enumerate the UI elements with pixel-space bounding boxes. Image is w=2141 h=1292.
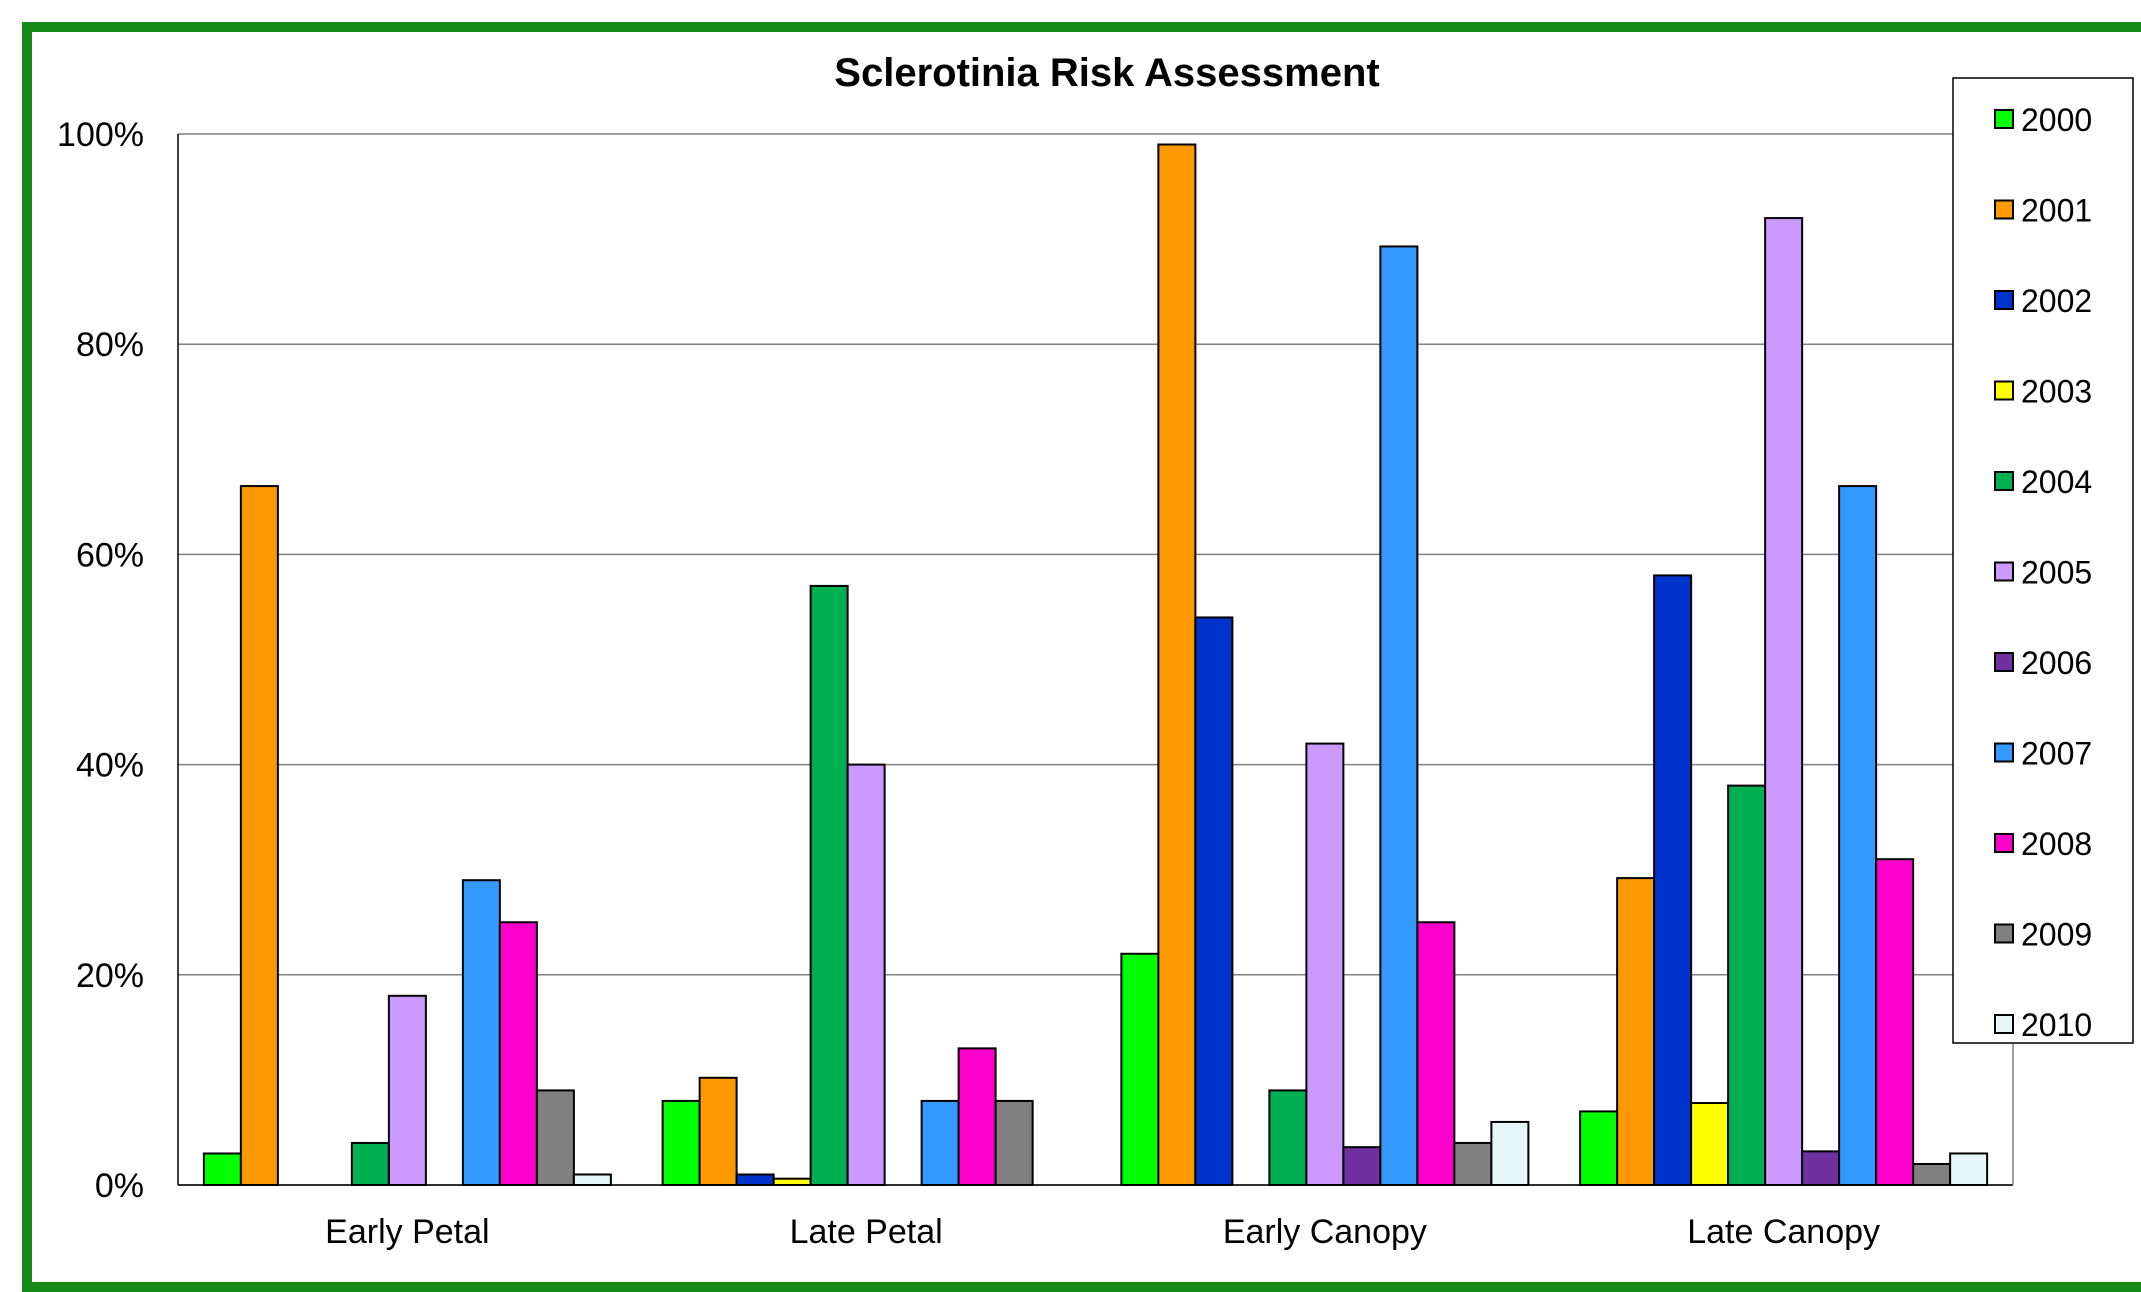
x-axis-labels: Early Petal Late Petal Early Canopy Late Ca… (325, 1213, 1880, 1251)
bar-2007-late-petal (920, 1099, 960, 1187)
legend-swatch (1994, 109, 2014, 129)
bar-2002-late-canopy (1653, 574, 1693, 1186)
x-tick-label: Early Canopy (1223, 1213, 1427, 1251)
bar-2004-late-petal (809, 584, 849, 1186)
legend-label: 2004 (2021, 464, 2092, 500)
bar-2003-late-canopy (1690, 1102, 1730, 1186)
bar-2008-early-canopy (1416, 921, 1456, 1186)
legend-label: 2008 (2021, 826, 2092, 862)
y-tick-label: 60% (76, 536, 144, 574)
legend-label: 2009 (2021, 917, 2092, 953)
legend-swatch (1994, 923, 2014, 944)
bar-2004-early-canopy (1268, 1089, 1308, 1187)
bar-2008-early-petal (498, 921, 538, 1186)
legend: 2000 2001 2002 2003 2004 2005 2006 2007 2008 2009… (1952, 77, 2134, 1044)
x-tick-label: Early Petal (325, 1213, 489, 1251)
bar-2005-late-canopy (1764, 217, 1804, 1186)
bar-2010-early-canopy (1490, 1120, 1530, 1186)
bar-2009-early-canopy (1453, 1141, 1493, 1186)
chart-title: Sclerotinia Risk Assessment (834, 51, 1379, 95)
legend-swatch (1994, 1014, 2014, 1034)
legend-swatch (1994, 380, 2014, 401)
bar-2004-early-petal (350, 1141, 390, 1186)
bar-2005-early-canopy (1305, 742, 1345, 1187)
legend-label: 2003 (2021, 374, 2092, 410)
bar-2000-late-canopy (1579, 1110, 1619, 1187)
bar-2006-early-canopy (1342, 1146, 1382, 1186)
bar-2006-late-canopy (1801, 1150, 1841, 1187)
legend-swatch (1994, 471, 2014, 491)
bar-2005-early-petal (387, 994, 427, 1186)
legend-label: 2010 (2021, 1007, 2092, 1043)
legend-label: 2002 (2021, 283, 2092, 319)
bar-2010-late-canopy (1949, 1152, 1989, 1186)
bar-2001-late-petal (698, 1076, 738, 1186)
bar-2008-late-canopy (1875, 858, 1915, 1186)
y-tick-label: 20% (76, 957, 144, 995)
y-tick-label: 80% (76, 326, 144, 364)
x-tick-label: Late Canopy (1687, 1213, 1880, 1251)
bar-2001-early-petal (239, 485, 279, 1186)
bar-2001-early-canopy (1157, 143, 1197, 1186)
y-axis-labels: 0% 20% 40% 60% 80% 100% (57, 116, 144, 1205)
bar-2000-early-canopy (1120, 952, 1160, 1187)
legend-swatch (1994, 199, 2014, 220)
bar-2008-late-petal (957, 1047, 997, 1186)
legend-label: 2007 (2021, 736, 2092, 772)
bar-2002-late-petal (735, 1173, 775, 1186)
legend-swatch (1994, 833, 2014, 853)
bar-2007-late-canopy (1838, 485, 1878, 1186)
y-tick-label: 40% (76, 747, 144, 785)
legend-swatch (1994, 742, 2014, 763)
bar-2010-early-petal (572, 1173, 612, 1186)
legend-label: 2001 (2021, 193, 2092, 229)
bar-2001-late-canopy (1616, 877, 1656, 1186)
bar-2005-late-petal (846, 763, 886, 1186)
bar-2003-late-petal (772, 1177, 812, 1186)
legend-swatch (1994, 561, 2014, 582)
legend-label: 2006 (2021, 645, 2092, 681)
legend-swatch (1994, 652, 2014, 672)
bar-2000-early-petal (202, 1152, 242, 1186)
bar-2009-early-petal (535, 1089, 575, 1187)
bar-2007-early-canopy (1379, 245, 1419, 1187)
legend-label: 2000 (2021, 102, 2092, 138)
bar-2007-early-petal (461, 879, 501, 1187)
chart: Sclerotinia Risk Assessment 0% 20% 40% 60% 8… (57, 51, 2134, 1251)
bar-2000-late-petal (661, 1099, 701, 1187)
bar-2002-early-canopy (1194, 616, 1234, 1186)
legend-label: 2005 (2021, 555, 2092, 591)
x-tick-label: Late Petal (790, 1213, 943, 1251)
y-tick-label: 0% (95, 1167, 144, 1205)
legend-box (1952, 77, 2134, 1044)
legend-swatch (1994, 290, 2014, 310)
y-tick-label: 100% (57, 116, 144, 154)
bar-2009-late-canopy (1912, 1162, 1952, 1186)
bar-2009-late-petal (994, 1099, 1034, 1187)
bars (202, 143, 1989, 1187)
bar-2004-late-canopy (1727, 784, 1767, 1186)
